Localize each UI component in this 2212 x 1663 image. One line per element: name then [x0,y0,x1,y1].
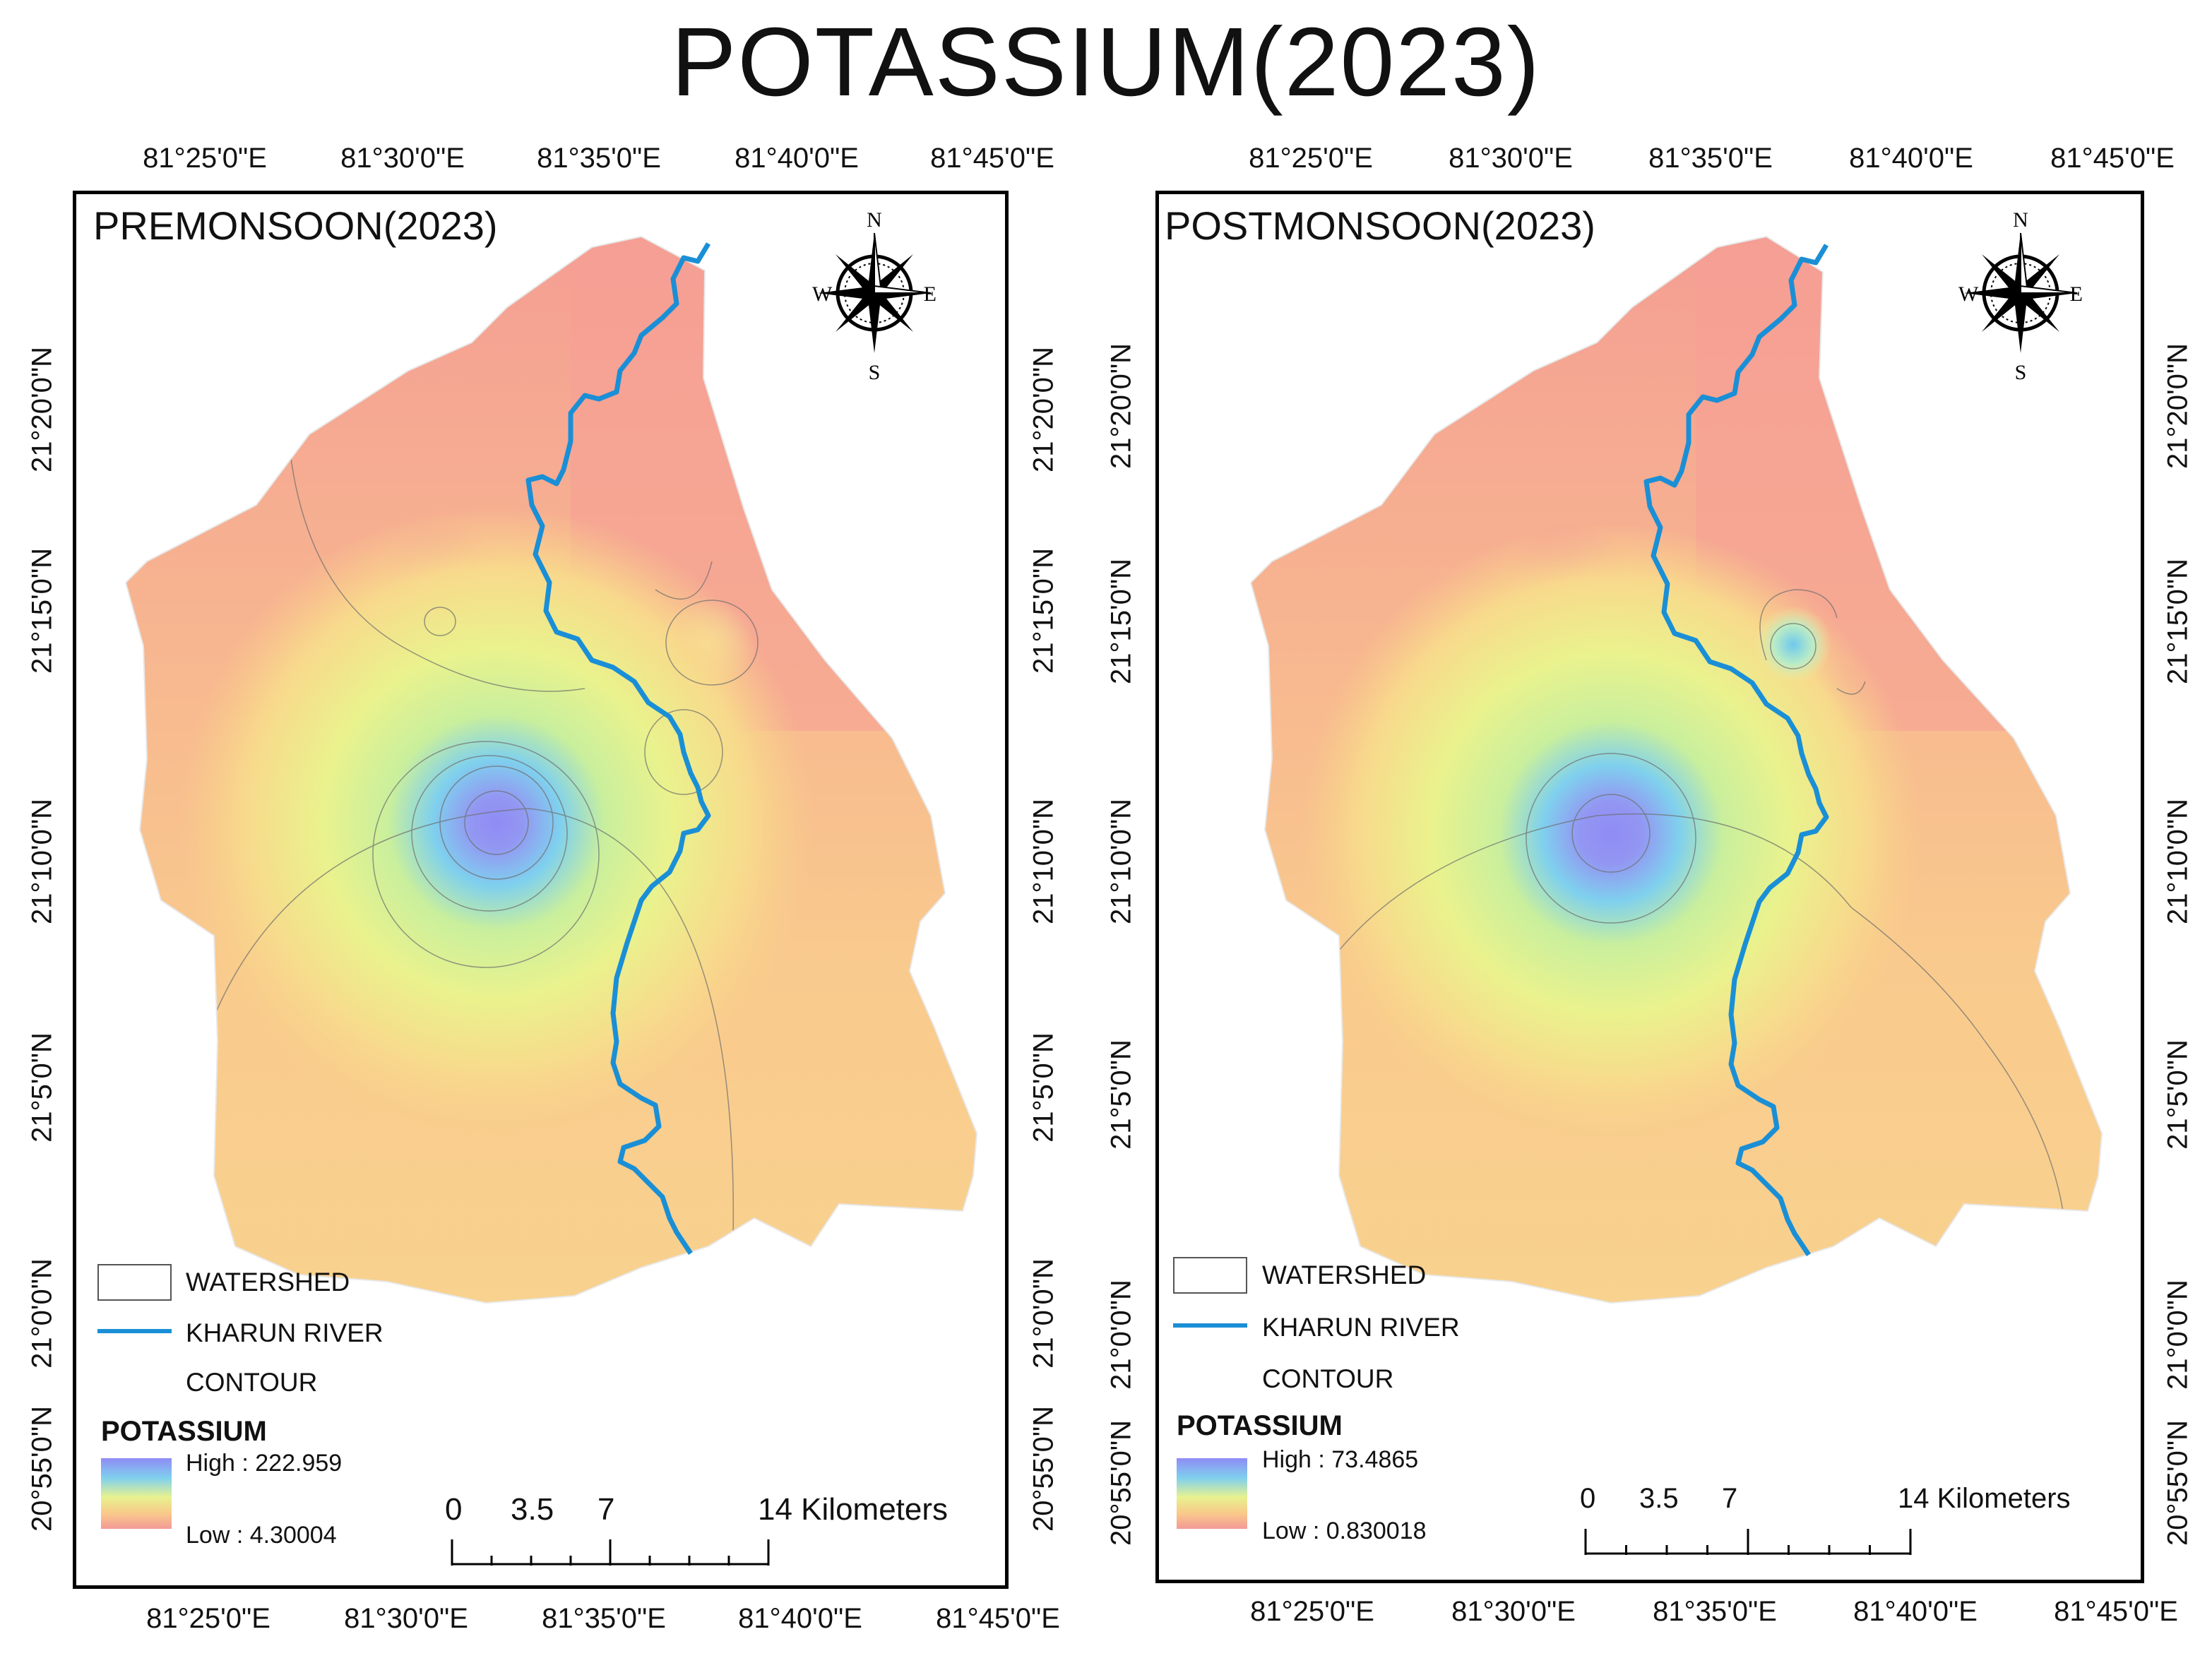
lon-label-bottom: 81°45'0"E [2054,1596,2178,1627]
north-arrow-icon: N S W E [1958,208,2083,384]
lat-label-right: 21°15'0"N [2162,559,2194,684]
scalebar-label: 7 [1722,1483,1738,1514]
lon-label-top: 81°45'0"E [2050,143,2175,174]
lat-label-right: 21°15'0"N [1028,548,1059,674]
lon-label-bottom: 81°40'0"E [1853,1596,1978,1627]
legend-low-label: Low : 4.30004 [186,1522,337,1549]
lat-label-right: 21°10'0"N [1028,799,1059,924]
season-title: POSTMONSOON(2023) [1165,203,1595,248]
scalebar-label: 0 [445,1492,463,1527]
legend-color-ramp [101,1458,172,1529]
legend-river-swatch [1173,1323,1247,1328]
lat-label-left: 21°20'0"N [26,347,58,472]
lat-label-left: 21°5'0"N [1105,1039,1137,1150]
lon-label-top: 81°30'0"E [1449,143,1573,174]
lon-label-top: 81°25'0"E [1249,143,1373,174]
legend-high-label: High : 73.4865 [1262,1446,1419,1473]
north-arrow-icon: N S W E [812,208,936,384]
lon-label-top: 81°25'0"E [143,143,267,174]
map-frame: POSTMONSOON(2023) N S W E WATERSHED KHAR… [1155,191,2144,1583]
lon-label-bottom: 81°35'0"E [542,1603,666,1634]
legend-river-label: KHARUN RIVER [1262,1313,1460,1342]
lon-label-top: 81°45'0"E [930,143,1054,174]
compass-n: N [867,208,882,232]
compass-w: W [1958,282,1979,306]
lat-label-left: 21°0'0"N [26,1258,58,1369]
season-title: PREMONSOON(2023) [93,203,498,248]
legend-river-label: KHARUN RIVER [186,1318,383,1347]
lat-label-right: 21°5'0"N [2162,1039,2194,1150]
lat-label-right: 20°55'0"N [2162,1420,2194,1546]
lat-label-left: 21°20'0"N [1105,343,1137,469]
legend-contour-label: CONTOUR [186,1368,318,1397]
kharun-river [525,242,711,1255]
map-frame: PREMONSOON(2023) N S W E WATERSHED KHARU… [73,191,1009,1589]
lat-label-right: 21°20'0"N [1028,347,1059,472]
lon-label-top: 81°40'0"E [735,143,859,174]
lon-label-top: 81°30'0"E [340,143,465,174]
lon-label-top: 81°35'0"E [537,143,661,174]
scalebar-label: 3.5 [1639,1483,1679,1514]
lat-label-left: 21°15'0"N [26,548,58,674]
lat-label-right: 21°0'0"N [2162,1280,2194,1390]
lon-label-bottom: 81°25'0"E [146,1603,270,1634]
legend-heading: POTASSIUM [101,1416,267,1447]
legend-watershed-swatch [1173,1257,1247,1294]
compass-s: S [2015,361,2027,384]
potassium-map [1249,235,2103,1304]
legend-heading: POTASSIUM [1177,1410,1343,1441]
legend-low-label: Low : 0.830018 [1262,1518,1427,1544]
main-title: POTASSIUM(2023) [671,8,1541,117]
scalebar-end-label: 14 Kilometers [758,1492,949,1527]
compass-n: N [2013,208,2028,232]
lon-label-bottom: 81°40'0"E [738,1603,862,1634]
lon-label-top: 81°40'0"E [1849,143,1973,174]
lat-label-left: 21°0'0"N [1105,1280,1137,1390]
lon-label-bottom: 81°30'0"E [344,1603,468,1634]
lon-label-bottom: 81°25'0"E [1250,1596,1374,1627]
legend-watershed-swatch [97,1264,172,1301]
postmonsoon-panel: 81°25'0"E 81°30'0"E 81°35'0"E 81°40'0"E … [1105,141,2194,1652]
scalebar-label: 7 [597,1492,615,1527]
lon-label-top: 81°35'0"E [1648,143,1773,174]
scalebar-end-label: 14 Kilometers [1898,1483,2071,1514]
scalebar-label: 3.5 [511,1492,554,1527]
legend-river-swatch [97,1329,172,1333]
lat-label-right: 21°10'0"N [2162,799,2194,924]
potassium-map [124,235,978,1304]
lon-label-bottom: 81°45'0"E [936,1603,1060,1634]
lat-label-right: 21°5'0"N [1028,1032,1059,1143]
lat-label-left: 20°55'0"N [1105,1420,1137,1546]
lon-label-bottom: 81°30'0"E [1451,1596,1576,1627]
lat-label-left: 21°10'0"N [1105,799,1137,924]
lat-label-right: 21°20'0"N [2162,343,2194,469]
scalebar-label: 0 [1580,1483,1596,1514]
lat-label-left: 21°15'0"N [1105,559,1137,684]
compass-e: E [2070,282,2083,306]
kharun-river [1643,244,1829,1256]
lon-label-bottom: 81°35'0"E [1653,1596,1777,1627]
legend-high-label: High : 222.959 [186,1450,343,1477]
compass-e: E [924,282,936,306]
legend-color-ramp [1177,1458,1247,1529]
lat-label-right: 21°0'0"N [1028,1258,1059,1369]
scale-bar [451,1539,770,1566]
lat-label-left: 21°5'0"N [26,1032,58,1143]
scale-bar [1584,1529,1912,1555]
premonsoon-panel: 81°25'0"E 81°30'0"E 81°35'0"E 81°40'0"E … [0,141,1060,1652]
legend-watershed-label: WATERSHED [186,1268,350,1297]
lat-label-left: 21°10'0"N [26,799,58,924]
lat-label-right: 20°55'0"N [1028,1406,1059,1532]
compass-s: S [869,361,881,384]
legend-contour-label: CONTOUR [1262,1364,1394,1393]
compass-w: W [812,282,833,306]
legend-watershed-label: WATERSHED [1262,1260,1427,1289]
lat-label-left: 20°55'0"N [26,1406,58,1532]
